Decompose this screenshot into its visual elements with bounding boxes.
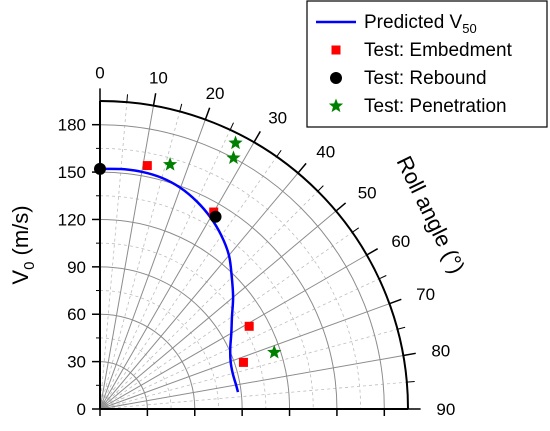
penetration-point xyxy=(162,157,178,171)
angle-minor-tick xyxy=(276,149,282,157)
angle-tick-label: 60 xyxy=(391,232,410,251)
angle-minor-tick xyxy=(179,103,183,112)
angle-tick xyxy=(297,162,307,174)
legend-swatch-embed xyxy=(331,45,341,55)
angle-tick xyxy=(335,202,347,212)
angle-tick-label: 0 xyxy=(95,64,104,83)
legend-item-penetration: Test: Penetration xyxy=(328,96,507,117)
y-axis-title: V0 (m/s) xyxy=(8,205,38,284)
predicted-line xyxy=(99,167,240,393)
angle-tick-label: 90 xyxy=(436,400,455,419)
angular-axis-title: Roll angle (°) xyxy=(392,152,470,277)
legend-item-embed: Test: Embedment xyxy=(331,40,513,61)
major-grid-radial xyxy=(99,254,367,410)
major-grid-radial xyxy=(99,119,206,410)
embed-point xyxy=(142,161,152,171)
minor-grid-arc xyxy=(99,242,267,410)
angle-minor-tick xyxy=(397,326,406,330)
angle-tick-label: 70 xyxy=(416,285,435,304)
y-tick-label: 180 xyxy=(58,116,86,135)
legend-label-sub: 50 xyxy=(462,21,476,36)
legend-item-rebound: Test: Rebound xyxy=(330,68,487,89)
major-grid-radial xyxy=(99,105,154,410)
angle-tick xyxy=(403,352,416,357)
legend-label-penetration: Test: Penetration xyxy=(364,96,507,117)
minor-grid-arc xyxy=(99,384,125,410)
minor-grid-arc xyxy=(99,290,219,410)
angle-minor-tick xyxy=(317,185,324,192)
angle-tick-label: 40 xyxy=(316,142,335,161)
penetration-point xyxy=(226,150,241,165)
legend-swatch-rebound xyxy=(330,72,342,84)
angle-tick-label: 80 xyxy=(431,342,450,361)
angle-tick xyxy=(204,107,211,120)
angle-minor-tick xyxy=(352,227,360,233)
legend-label-embed: Test: Embedment xyxy=(364,40,513,61)
data-series xyxy=(94,135,282,393)
legend-label-rebound: Test: Rebound xyxy=(364,68,487,89)
legend-swatch-penetration xyxy=(328,98,344,113)
legend-item-predicted: Predicted V50 xyxy=(316,12,477,36)
minor-grid-radial xyxy=(99,129,231,410)
y-tick-label: 150 xyxy=(58,163,86,182)
angle-minor-tick xyxy=(406,380,415,383)
major-grid-radial xyxy=(99,142,255,410)
major-grid-arc xyxy=(99,218,291,410)
major-grid-radial xyxy=(99,303,390,410)
rebound-point xyxy=(94,162,106,175)
embed-point xyxy=(238,357,248,367)
legend-label-main: Predicted V xyxy=(364,12,463,33)
angle-tick xyxy=(389,298,402,305)
angle-tick-label: 20 xyxy=(206,84,225,103)
angle-tick-label: 10 xyxy=(149,69,168,88)
major-grid-arc xyxy=(99,266,243,410)
embed-point xyxy=(244,321,254,331)
legend-label-main: Test: Penetration xyxy=(364,96,507,117)
y-tick-label: 30 xyxy=(67,353,86,372)
major-grid-radial xyxy=(99,172,299,410)
y-tick-label: 120 xyxy=(58,210,86,229)
major-grid-arc xyxy=(99,124,385,410)
angle-tick xyxy=(366,248,379,256)
y-tick-label: 90 xyxy=(67,258,86,277)
rebound-point xyxy=(209,210,222,223)
major-grid-arc xyxy=(99,171,338,410)
angle-minor-tick xyxy=(378,275,387,280)
angle-tick xyxy=(253,130,261,143)
legend-label-predicted: Predicted V50 xyxy=(364,12,477,36)
major-grid-radial xyxy=(99,355,404,410)
minor-grid-radial xyxy=(99,328,398,410)
angle-minor-tick xyxy=(126,94,129,103)
angle-tick-label: 50 xyxy=(358,184,377,203)
angle-tick xyxy=(152,93,157,106)
major-grid-arc xyxy=(99,313,196,410)
legend-label-main: Test: Rebound xyxy=(364,68,487,89)
y-tick-label: 0 xyxy=(77,400,86,419)
legend: Predicted V50 Test: Embedment Test: Reboun… xyxy=(306,0,548,128)
minor-grid-radial xyxy=(99,111,181,410)
angle-minor-tick xyxy=(229,122,234,131)
angle-tick-label: 30 xyxy=(268,109,287,128)
legend-label-main: Test: Embedment xyxy=(364,40,513,61)
penetration-point xyxy=(267,344,282,359)
axes: 0 30 60 90 120 150 180 0 10 20 30 40 50 60 70 80 90 xyxy=(58,64,456,419)
minor-grid-arc xyxy=(99,337,172,410)
penetration-point xyxy=(228,135,243,150)
polar-grid xyxy=(99,102,407,410)
major-grid-radial xyxy=(99,210,337,410)
y-tick-label: 60 xyxy=(67,305,86,324)
